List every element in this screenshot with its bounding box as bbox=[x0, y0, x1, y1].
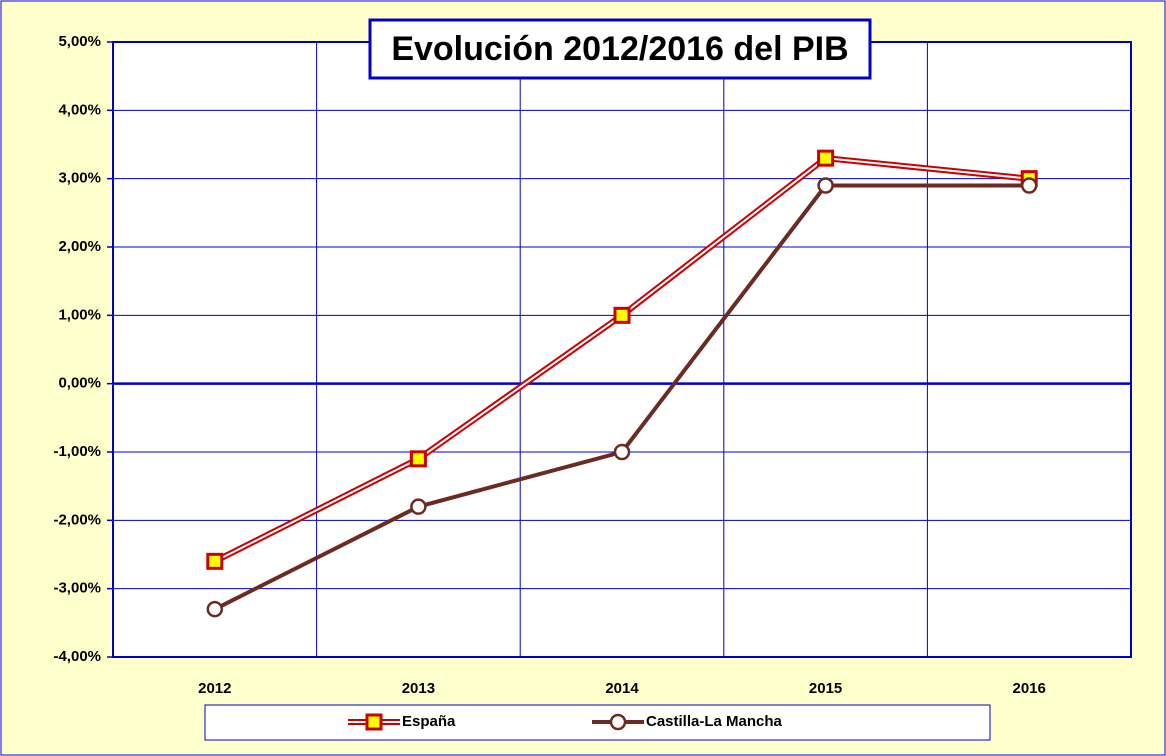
plot-area bbox=[113, 42, 1131, 657]
marker bbox=[410, 498, 427, 515]
x-tick-label: 2016 bbox=[1013, 680, 1046, 697]
marker bbox=[613, 443, 631, 461]
y-tick-label: -3,00% bbox=[53, 580, 101, 597]
x-tick-label: 2013 bbox=[402, 680, 435, 697]
marker bbox=[409, 450, 427, 468]
y-tick-label: -2,00% bbox=[53, 511, 101, 528]
x-tick-label: 2015 bbox=[809, 680, 842, 697]
chart-title: Evolución 2012/2016 del PIB bbox=[391, 30, 848, 68]
legend-label: España bbox=[402, 713, 456, 730]
legend-marker bbox=[365, 713, 383, 731]
legend-marker bbox=[609, 713, 627, 731]
y-tick-label: 5,00% bbox=[58, 33, 101, 50]
y-tick-label: 4,00% bbox=[58, 101, 101, 118]
legend-label: Castilla-La Mancha bbox=[646, 713, 783, 730]
y-tick-label: 2,00% bbox=[58, 238, 101, 255]
y-tick-label: 0,00% bbox=[58, 375, 101, 392]
marker bbox=[206, 552, 224, 570]
marker bbox=[1020, 177, 1038, 194]
x-tick-label: 2014 bbox=[605, 680, 639, 697]
marker bbox=[817, 177, 834, 194]
y-tick-label: 1,00% bbox=[58, 306, 101, 323]
y-tick-label: 3,00% bbox=[58, 170, 101, 187]
title-box bbox=[368, 18, 872, 80]
marker bbox=[613, 306, 631, 324]
marker bbox=[817, 149, 835, 167]
marker bbox=[206, 600, 224, 618]
x-tick-label: 2012 bbox=[198, 680, 231, 697]
y-tick-label: -1,00% bbox=[53, 443, 101, 460]
y-tick-label: -4,00% bbox=[53, 648, 101, 665]
